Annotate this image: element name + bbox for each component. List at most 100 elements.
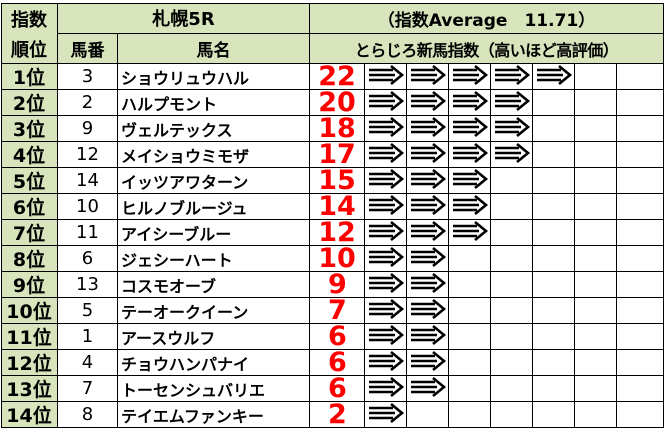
race-title: 札幌5R (58, 3, 310, 34)
number-column-header: 馬番 (58, 34, 118, 64)
index-bar-cell (449, 90, 491, 116)
horse-number-cell: 11 (58, 220, 118, 246)
index-bar-cell (449, 64, 491, 90)
horse-name-cell: ヒルノブルージュ (118, 194, 310, 220)
index-score-cell: 17 (310, 142, 365, 168)
index-bar-cell (491, 142, 533, 168)
index-bar-cell (575, 298, 617, 324)
index-bar-cell (533, 90, 575, 116)
index-bar-cell (365, 272, 407, 298)
index-bar-cell (617, 298, 664, 324)
index-bar-cell (617, 350, 664, 376)
rank-cell: 13位 (1, 376, 58, 402)
index-score-cell: 15 (310, 168, 365, 194)
index-bar-cell (491, 116, 533, 142)
right-arrow-icon (367, 90, 405, 115)
index-bar-cell (365, 116, 407, 142)
horse-number-cell: 6 (58, 246, 118, 272)
horse-name-cell: ジェシーハート (118, 246, 310, 272)
index-bar-cell (575, 350, 617, 376)
index-column-header: とらじろ新馬指数（高いほど高評価） (310, 34, 664, 64)
right-arrow-icon (451, 194, 489, 219)
right-arrow-icon (367, 324, 405, 349)
index-bar-cell (491, 324, 533, 350)
index-bar-cell (617, 116, 664, 142)
index-bar-cell (449, 116, 491, 142)
horse-number-cell: 5 (58, 298, 118, 324)
right-arrow-icon (367, 220, 405, 245)
index-bar-cell (449, 298, 491, 324)
horse-number-cell: 13 (58, 272, 118, 298)
index-bar-cell (617, 64, 664, 90)
index-bar-cell (575, 402, 617, 428)
right-arrow-icon (409, 64, 447, 89)
right-arrow-icon (409, 376, 447, 401)
right-arrow-icon (493, 90, 531, 115)
right-arrow-icon (493, 64, 531, 89)
index-score-cell: 9 (310, 272, 365, 298)
index-bar-cell (407, 220, 449, 246)
right-arrow-icon (367, 402, 405, 427)
index-score-cell: 7 (310, 298, 365, 324)
index-score-cell: 2 (310, 402, 365, 428)
index-bar-cell (407, 246, 449, 272)
index-bar-cell (575, 90, 617, 116)
right-arrow-icon (409, 168, 447, 193)
rank-cell: 3位 (1, 116, 58, 142)
index-bar-cell (449, 402, 491, 428)
index-bar-cell (449, 142, 491, 168)
index-bar-cell (491, 64, 533, 90)
horse-number-cell: 10 (58, 194, 118, 220)
index-bar-cell (491, 402, 533, 428)
horse-name-cell: メイショウミモザ (118, 142, 310, 168)
name-column-header: 馬名 (118, 34, 310, 64)
index-bar-cell (533, 246, 575, 272)
right-arrow-icon (409, 272, 447, 297)
index-bar-cell (533, 220, 575, 246)
index-bar-cell (575, 246, 617, 272)
right-arrow-icon (451, 220, 489, 245)
rank-cell: 1位 (1, 64, 58, 90)
rank-header-top: 指数 (1, 3, 58, 34)
horse-name-cell: アイシーブルー (118, 220, 310, 246)
index-table: 指数 順位 札幌5R （指数Average 11.71） 馬番 馬名 とらじろ新… (1, 3, 664, 428)
horse-name-cell: ショウリュウハル (118, 64, 310, 90)
index-bar-cell (617, 376, 664, 402)
rank-cell: 14位 (1, 402, 58, 428)
horse-name-cell: イッツアワターン (118, 168, 310, 194)
rank-cell: 12位 (1, 350, 58, 376)
right-arrow-icon (367, 376, 405, 401)
index-bar-cell (533, 376, 575, 402)
index-bar-cell (407, 90, 449, 116)
rank-cell: 4位 (1, 142, 58, 168)
index-bar-cell (407, 116, 449, 142)
index-bar-cell (365, 298, 407, 324)
index-bar-cell (449, 350, 491, 376)
index-score-cell: 18 (310, 116, 365, 142)
index-bar-cell (575, 64, 617, 90)
index-bar-cell (533, 194, 575, 220)
average-label: （指数Average 11.71） (310, 3, 664, 34)
index-bar-cell (617, 142, 664, 168)
index-bar-cell (491, 90, 533, 116)
horse-number-cell: 9 (58, 116, 118, 142)
horse-name-cell: ヴェルテックス (118, 116, 310, 142)
right-arrow-icon (409, 116, 447, 141)
index-bar-cell (407, 402, 449, 428)
index-bar-cell (365, 168, 407, 194)
horse-name-cell: ハルプモント (118, 90, 310, 116)
index-bar-cell (533, 350, 575, 376)
index-bar-cell (449, 324, 491, 350)
right-arrow-icon (367, 142, 405, 167)
index-bar-cell (449, 168, 491, 194)
right-arrow-icon (493, 142, 531, 167)
right-arrow-icon (367, 168, 405, 193)
index-bar-cell (575, 194, 617, 220)
horse-name-cell: テーオークイーン (118, 298, 310, 324)
index-bar-cell (575, 142, 617, 168)
index-bar-cell (365, 194, 407, 220)
index-bar-cell (407, 298, 449, 324)
index-score-cell: 6 (310, 324, 365, 350)
right-arrow-icon (367, 194, 405, 219)
index-bar-cell (533, 142, 575, 168)
